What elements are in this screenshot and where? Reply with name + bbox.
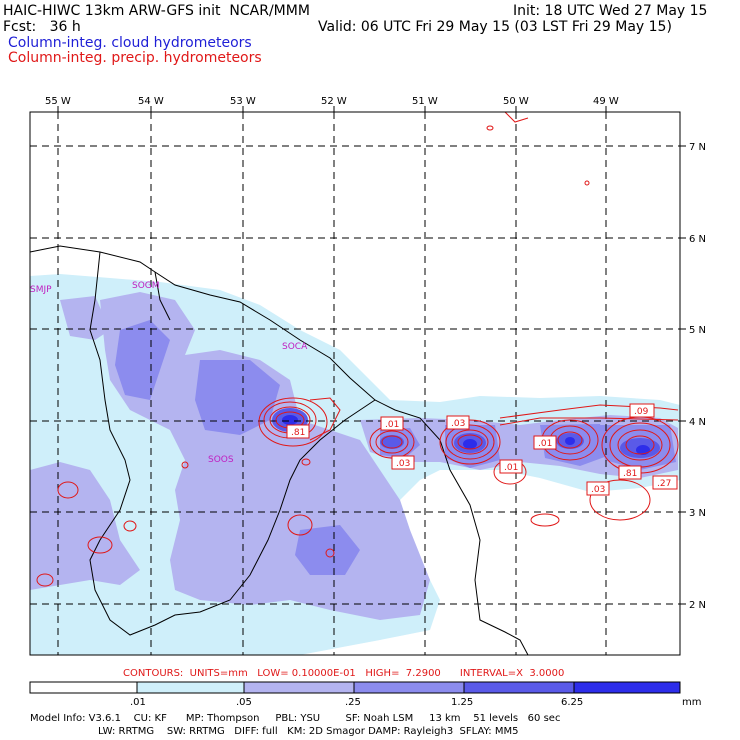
colorbar-tick: .25: [345, 697, 361, 708]
contour-label: .03: [396, 459, 410, 469]
contour-info: CONTOURS: UNITS=mm LOW= 0.10000E-01 HIGH…: [123, 668, 564, 679]
contour-label-text: .81 .01 .03 .03 .01 .01 .09 .81 .03 .27: [291, 407, 671, 495]
colorbar-segment: [243, 681, 355, 694]
field-precip-label: Column-integ. precip. hydrometeors: [8, 50, 262, 66]
model-info-line2: LW: RRTMG SW: RRTMG DIFF: full KM: 2D Sm…: [98, 726, 518, 737]
lat-label: 4 N: [689, 417, 706, 428]
colorbar-tick: .05: [236, 697, 252, 708]
lat-label: 5 N: [689, 325, 706, 336]
lat-label: 2 N: [689, 600, 706, 611]
lon-label: 54 W: [138, 96, 164, 107]
colorbar-tick: .01: [130, 697, 146, 708]
lon-label: 55 W: [45, 96, 71, 107]
colorbar-segment: [573, 681, 681, 694]
lon-label: 52 W: [321, 96, 347, 107]
contour-label: .03: [591, 485, 605, 495]
stations: SMJP SOGM SOCA SOOS: [30, 281, 308, 465]
lon-label: 50 W: [503, 96, 529, 107]
contour-label: .01: [385, 420, 399, 430]
contour-label: .01: [504, 463, 518, 473]
graticule: [30, 112, 680, 655]
lon-label: 51 W: [412, 96, 438, 107]
colorbar-segment: [463, 681, 575, 694]
contour-label: .03: [451, 419, 465, 429]
coastline: [29, 245, 529, 656]
lon-labels: 55 W 54 W 53 W 52 W 51 W 50 W 49 W: [45, 96, 619, 107]
lat-labels: 7 N 6 N 5 N 4 N 3 N 2 N: [689, 142, 706, 611]
contour-label: .81: [291, 428, 305, 438]
valid-time: Valid: 06 UTC Fri 29 May 15 (03 LST Fri …: [318, 19, 672, 35]
colorbar: [29, 681, 681, 694]
colorbar-tick: 1.25: [451, 697, 473, 708]
cloud-shading-core: [282, 415, 650, 455]
map-title: HAIC-HIWC 13km ARW-GFS init NCAR/MMM: [3, 3, 310, 19]
lat-label: 3 N: [689, 508, 706, 519]
frame-ticks: [57, 106, 686, 605]
colorbar-ticks: .01 .05 .25 1.25 6.25 mm: [130, 697, 701, 708]
lat-label: 6 N: [689, 234, 706, 245]
station-label: SOGM: [132, 281, 160, 291]
lat-label: 7 N: [689, 142, 706, 153]
init-time: Init: 18 UTC Wed 27 May 15: [513, 3, 708, 19]
station-label: SOCA: [282, 342, 308, 352]
contour-label: .27: [657, 479, 671, 489]
model-info-line1: Model Info: V3.6.1 CU: KF MP: Thompson P…: [30, 713, 560, 724]
lon-label: 53 W: [230, 96, 256, 107]
colorbar-segment: [353, 681, 465, 694]
station-label: SOOS: [208, 455, 234, 465]
contour-label-boxes: [286, 403, 678, 496]
station-label: SMJP: [30, 285, 52, 295]
forecast-hour: Fcst: 36 h: [3, 19, 81, 35]
contour-label: .09: [634, 407, 649, 417]
field-cloud-label: Column-integ. cloud hydrometeors: [8, 35, 252, 51]
colorbar-segment: [29, 681, 138, 694]
colorbar-units: mm: [682, 697, 701, 708]
map-frame: [29, 111, 681, 656]
contour-label: .81: [623, 469, 637, 479]
contour-label: .01: [538, 439, 552, 449]
colorbar-segment: [136, 681, 245, 694]
colorbar-tick: 6.25: [561, 697, 583, 708]
lon-label: 49 W: [593, 96, 619, 107]
